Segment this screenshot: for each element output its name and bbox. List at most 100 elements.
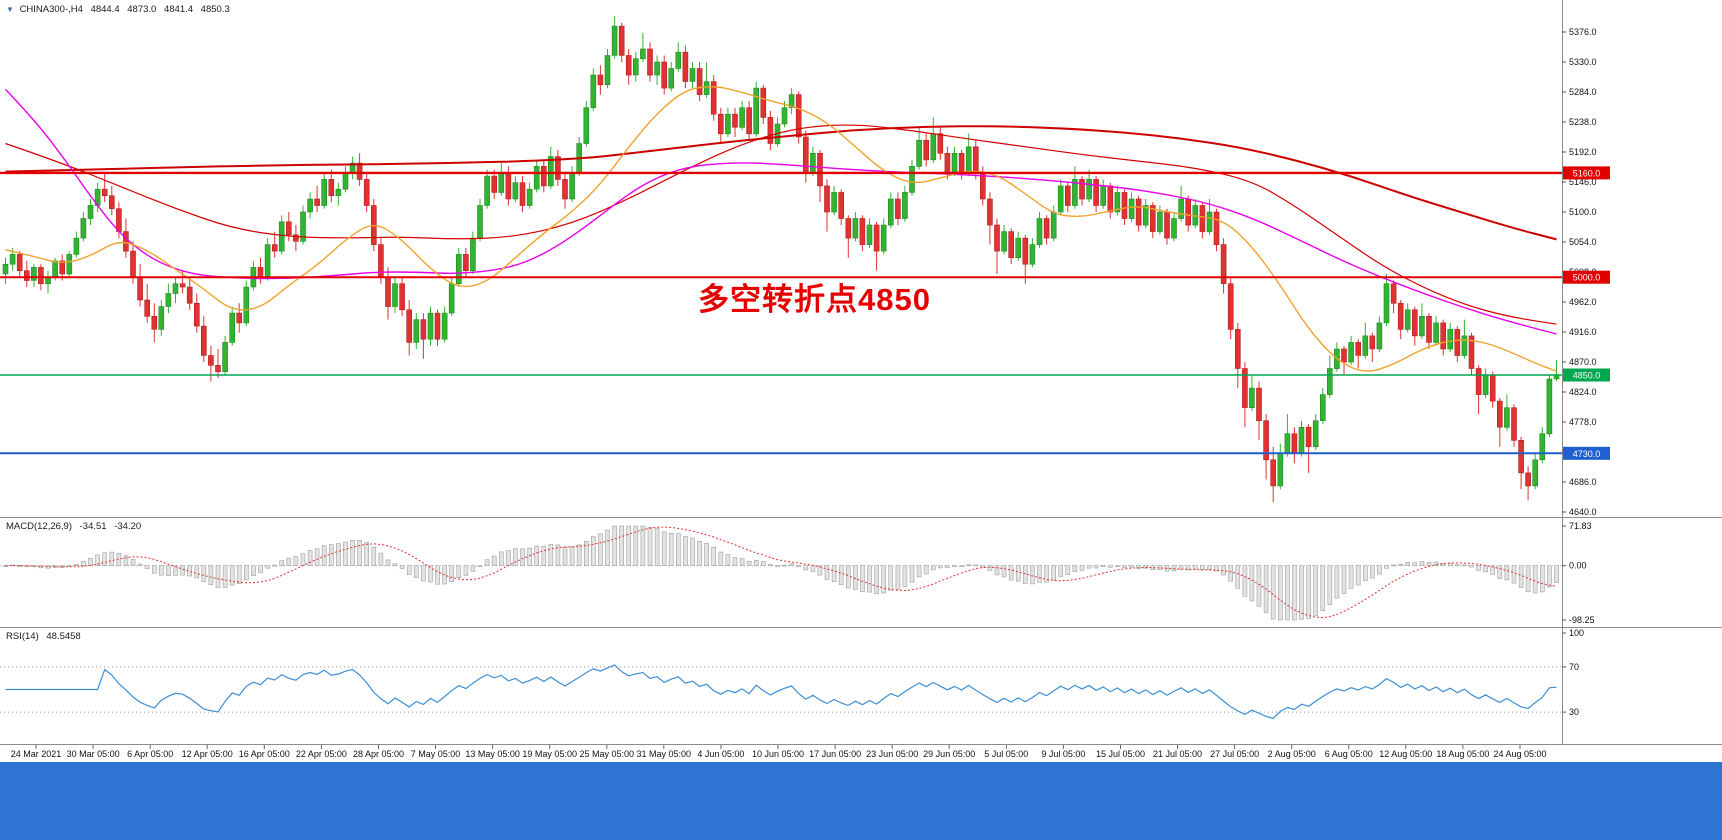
candle-body: [1305, 426, 1312, 448]
macd-histogram-bar: [590, 536, 596, 567]
candle-body: [1327, 368, 1333, 395]
rsi-indicator-header: RSI(14) 48.5458: [6, 631, 81, 643]
candle-body: [1185, 198, 1191, 226]
ma-magenta-line: [4, 88, 1557, 335]
time-tick-label: 24 Mar 2021: [11, 749, 62, 759]
candle-body: [1036, 218, 1043, 245]
macd-histogram-bar: [753, 560, 759, 567]
candle-body: [179, 283, 186, 288]
candle-body: [1206, 211, 1213, 232]
candle-body: [696, 68, 703, 95]
candle-body: [1043, 218, 1050, 239]
macd-histogram-bar: [159, 565, 164, 576]
candle-body: [201, 325, 207, 356]
macd-histogram-bar: [796, 565, 802, 568]
candle-body: [1057, 185, 1064, 213]
candle-body: [1284, 433, 1291, 454]
macd-histogram-bar: [1129, 565, 1134, 568]
time-axis[interactable]: 24 Mar 2021 30 Mar 05:00 6 Apr 05:00 12 Apr…: [11, 745, 1547, 759]
price-tick-label: 5330.0: [1569, 57, 1597, 67]
macd-histogram-bar: [725, 554, 731, 566]
candle-body: [1227, 283, 1234, 330]
time-tick-label: 12 Apr 05:00: [182, 749, 233, 759]
macd-histogram-bar: [647, 527, 653, 567]
candle-body: [1404, 309, 1411, 330]
candle-body: [1150, 205, 1156, 232]
candle-body: [356, 162, 363, 180]
candle-body: [526, 188, 533, 206]
macd-histogram-bar: [498, 551, 504, 567]
macd-histogram-bar: [831, 565, 837, 582]
time-tick-label: 17 Jun 05:00: [809, 749, 861, 759]
candle-body: [1383, 283, 1390, 324]
price-axis[interactable]: 5376.0 5330.0 5284.0 5238.0 5192.0 5146.0 5100…: [1562, 27, 1610, 517]
time-tick-label: 27 Jul 05:00: [1210, 749, 1259, 759]
symbol-dropdown-icon[interactable]: ▼: [6, 5, 14, 14]
macd-histogram-bar: [520, 548, 525, 566]
macd-histogram-bar: [937, 565, 943, 569]
candle-body: [1532, 459, 1538, 487]
macd-histogram-bar: [541, 545, 547, 567]
level-lines-layer: [0, 171, 1562, 455]
macd-signal-line: [5, 526, 1557, 619]
chart-annotation-text[interactable]: 多空转折点4850: [698, 282, 931, 317]
candle-body: [965, 146, 972, 174]
candle-body: [1213, 211, 1220, 245]
macd-histogram-bar: [704, 542, 709, 566]
rsi-axis-label: 70: [1569, 662, 1579, 672]
macd-histogram-bar: [654, 528, 660, 566]
macd-histogram-bar: [1030, 565, 1035, 585]
macd-histogram-bar: [152, 565, 157, 574]
candle-body: [363, 179, 370, 206]
macd-histogram-bar: [1490, 565, 1495, 575]
candle-body: [342, 172, 349, 190]
macd-histogram-bar: [916, 565, 922, 578]
macd-histogram-bar: [534, 545, 540, 566]
chart-canvas[interactable]: 5376.0 5330.0 5284.0 5238.0 5192.0 5146.0 5100…: [0, 0, 1722, 762]
candle-body: [767, 117, 774, 144]
macd-histogram-bar: [973, 564, 979, 567]
candle-body: [215, 364, 221, 373]
time-tick-label: 10 Jun 05:00: [752, 749, 804, 759]
macd-axis-label: 0.00: [1569, 561, 1587, 571]
candle-body: [1171, 218, 1177, 239]
candle-body: [569, 172, 575, 200]
macd-histogram-bar: [1037, 565, 1042, 583]
candle-body: [682, 51, 689, 82]
macd-histogram-bar: [1256, 565, 1262, 607]
macd-histogram-bar: [506, 550, 511, 566]
macd-histogram-bar: [1207, 565, 1212, 570]
macd-histogram-bar: [994, 565, 1000, 576]
macd-histogram-bar: [137, 563, 143, 567]
macd-histogram-bar: [1072, 565, 1078, 572]
candle-body: [505, 172, 512, 200]
candle-body: [1461, 335, 1468, 356]
time-tick-label: 22 Apr 05:00: [296, 749, 347, 759]
macd-histogram-bar: [1398, 563, 1403, 567]
candle-body: [1015, 237, 1022, 259]
candle-body: [59, 260, 66, 275]
macd-histogram-bar: [17, 565, 23, 567]
candle-body: [1355, 342, 1361, 356]
rsi-panel: 100 70 30: [0, 628, 1584, 720]
candle-body: [1029, 244, 1036, 265]
candle-body: [710, 81, 717, 115]
time-tick-label: 24 Aug 05:00: [1493, 749, 1546, 759]
time-tick-label: 5 Jul 05:00: [984, 749, 1028, 759]
time-tick-label: 23 Jun 05:00: [866, 749, 918, 759]
candle-body: [1518, 439, 1524, 474]
macd-histogram-bar: [1022, 565, 1028, 584]
time-tick-label: 6 Apr 05:00: [127, 749, 173, 759]
candle-body: [1497, 400, 1503, 428]
candle-body: [760, 87, 767, 118]
macd-histogram-bar: [1285, 565, 1290, 621]
macd-histogram-bar: [569, 546, 575, 567]
macd-histogram-bar: [1518, 565, 1524, 588]
candle-body: [1079, 179, 1085, 200]
macd-histogram-bar: [690, 537, 695, 567]
candle-body: [512, 182, 519, 200]
macd-histogram-bar: [109, 551, 115, 566]
macd-histogram-bar: [399, 565, 405, 569]
macd-histogram-bar: [1115, 565, 1120, 568]
rsi-axis-label: 100: [1569, 628, 1584, 638]
